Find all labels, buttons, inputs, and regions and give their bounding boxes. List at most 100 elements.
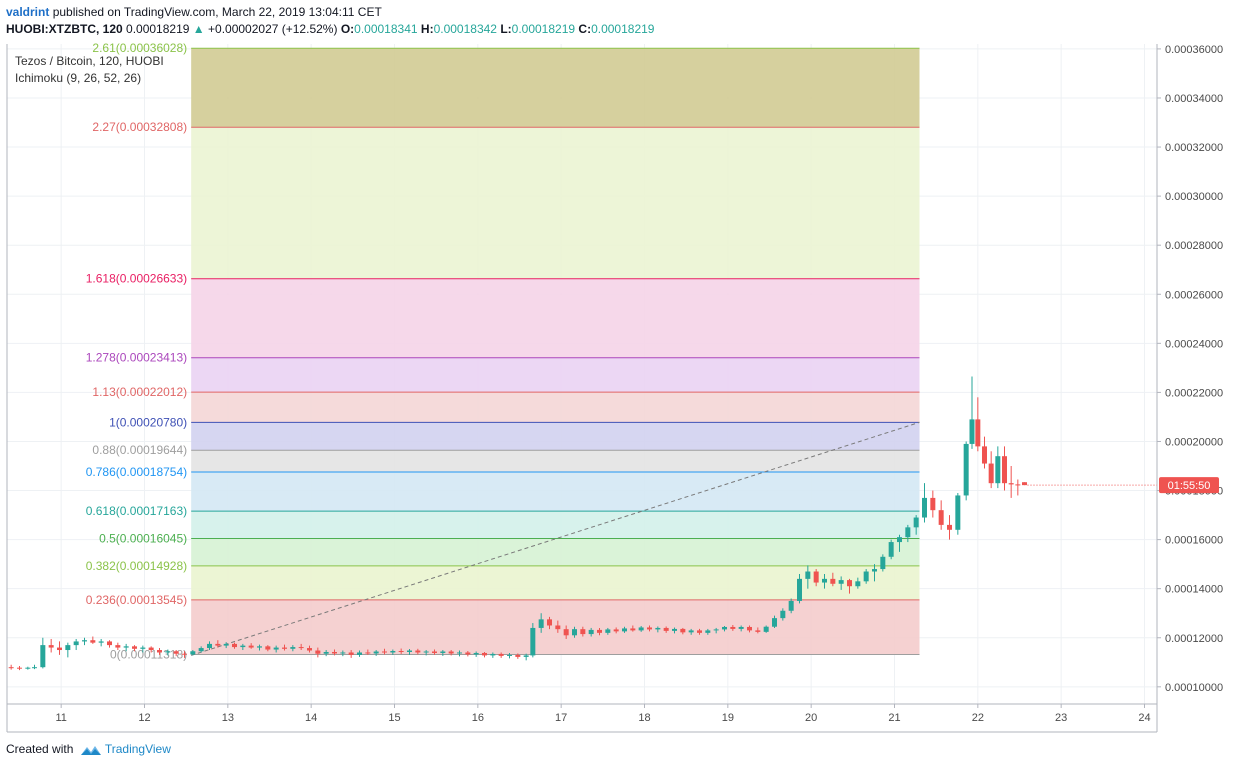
candle-body — [365, 652, 371, 654]
candle-body — [655, 627, 661, 630]
low-key: L: — [500, 22, 512, 36]
candle-body — [563, 629, 569, 636]
y-tick-label: 0.00024000 — [1165, 338, 1223, 350]
fib-trend-line — [191, 421, 920, 656]
candle-body — [572, 629, 577, 636]
candle-body — [157, 650, 162, 653]
candle-body — [223, 643, 229, 646]
candle-body — [538, 619, 544, 628]
candle-body — [65, 645, 71, 651]
low-value: 0.00018219 — [511, 22, 576, 36]
candle-body — [688, 630, 694, 633]
fib-level-label: 0.382(0.00014928) — [86, 559, 187, 573]
y-tick-label: 0.00010000 — [1165, 682, 1223, 694]
x-tick-label: 20 — [805, 712, 817, 724]
candle-body — [132, 646, 137, 649]
chart-legend: Tezos / Bitcoin, 120, HUOBI Ichimoku (9,… — [15, 53, 164, 87]
open-value: 0.00018341 — [354, 22, 418, 36]
fib-zone — [191, 278, 920, 358]
candle-body — [282, 647, 287, 649]
ohlc-bar: HUOBI:XTZBTC, 120 0.00018219 ▲ +0.000020… — [6, 22, 654, 36]
y-tick-label: 0.00014000 — [1165, 584, 1223, 596]
candle-body — [82, 640, 87, 642]
candle-body — [407, 650, 412, 652]
brand-name[interactable]: TradingView — [104, 742, 171, 756]
candle-body — [638, 627, 644, 631]
fib-level-label: 2.61(0.00036028) — [92, 41, 187, 55]
candle-body — [323, 651, 329, 654]
candle-body — [140, 647, 146, 649]
x-tick-label: 23 — [1055, 712, 1067, 724]
fib-level-label: 1.618(0.00026633) — [86, 272, 187, 286]
candle-body — [415, 650, 421, 653]
last-price: 0.00018219 — [126, 22, 190, 36]
fib-extension[interactable]: 0(0.00011318) 0.236(0.00013545) 0.382(0.00… — [86, 41, 920, 661]
candle-body — [805, 571, 811, 579]
candle-body — [240, 645, 246, 648]
candle-body — [523, 655, 529, 657]
legend-title: Tezos / Bitcoin, 120, HUOBI — [15, 54, 164, 68]
candle-body — [207, 643, 212, 649]
x-tick-label: 18 — [638, 712, 650, 724]
x-tick-label: 14 — [305, 712, 317, 724]
candle-body — [605, 629, 611, 633]
candle-body — [265, 646, 271, 650]
candle-body — [672, 628, 677, 631]
candle-body — [90, 640, 96, 643]
candle-body — [73, 641, 79, 646]
fib-level-label: 2.27(0.00032808) — [92, 120, 187, 134]
fib-zone — [191, 392, 920, 423]
fib-zone — [191, 565, 920, 600]
candle-body — [888, 542, 894, 557]
y-tick-label: 0.00012000 — [1165, 633, 1223, 645]
candle-body — [1022, 482, 1027, 486]
y-tick-label: 0.00020000 — [1165, 436, 1223, 448]
candle-body — [373, 651, 379, 654]
candle-body — [747, 626, 752, 631]
candle-body — [348, 652, 354, 655]
candle-body — [148, 647, 154, 651]
x-tick-label: 11 — [55, 712, 66, 724]
candle-body — [588, 629, 594, 635]
y-tick-label: 0.00036000 — [1165, 44, 1223, 56]
candle-body — [382, 651, 387, 653]
candle-body — [25, 667, 31, 669]
candle-body — [788, 600, 794, 611]
candle-body — [1015, 484, 1021, 486]
candle-body — [398, 651, 404, 653]
fib-level-label: 1.13(0.00022012) — [92, 385, 187, 399]
candle-body — [930, 497, 936, 511]
fib-level-label: 1(0.00020780) — [109, 415, 187, 429]
candle-body — [115, 645, 121, 648]
candle-body — [855, 581, 861, 587]
candle-body — [555, 625, 561, 630]
fib-level-label: 0.5(0.00016045) — [99, 532, 187, 546]
candle-body — [947, 524, 952, 530]
candle-body — [975, 419, 981, 447]
candle-body — [822, 578, 827, 583]
candle-body — [969, 419, 975, 444]
candle-body — [813, 571, 819, 583]
fib-zone — [191, 48, 920, 128]
close-key: C: — [578, 22, 592, 36]
author-link[interactable]: valdrint — [6, 5, 50, 19]
candle-body — [722, 626, 727, 630]
open-key: O: — [340, 22, 355, 36]
candle-body — [730, 626, 736, 629]
candle-body — [215, 643, 221, 646]
x-tick-label: 17 — [555, 712, 567, 724]
candle-body — [905, 527, 911, 538]
candle-body — [988, 463, 994, 484]
candle-body — [922, 497, 927, 518]
candle-body — [32, 667, 37, 669]
candle-body — [830, 578, 836, 584]
candle-body — [340, 652, 346, 654]
triangle-up-icon: ▲ — [192, 22, 205, 36]
candle-body — [173, 651, 179, 654]
fib-level-label: 0.786(0.00018754) — [86, 465, 187, 479]
fib-zone — [191, 422, 920, 451]
candle-body — [257, 646, 262, 648]
candle-body — [190, 651, 196, 655]
y-tick-label: 0.00034000 — [1165, 93, 1223, 105]
